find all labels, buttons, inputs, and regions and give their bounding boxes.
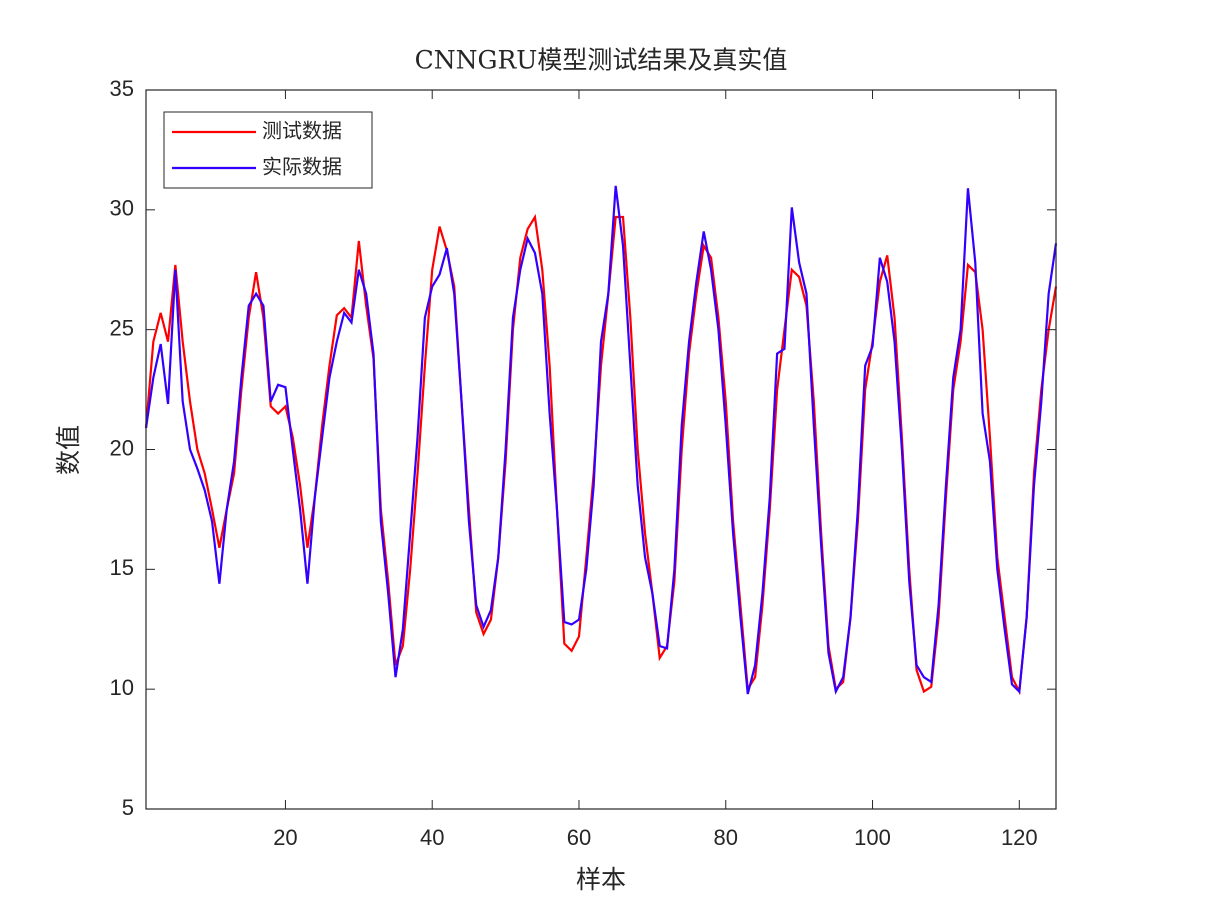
y-tick-label: 15: [110, 555, 134, 580]
x-axis-label: 样本: [576, 865, 626, 894]
x-tick-label: 100: [854, 825, 891, 850]
y-tick-label: 20: [110, 435, 134, 460]
chart-title: CNNGRU模型测试结果及真实值: [415, 46, 788, 75]
y-tick-label: 35: [110, 76, 134, 101]
y-tick-label: 5: [122, 795, 134, 820]
legend-box: [163, 111, 373, 189]
plot-area: [146, 90, 1056, 809]
data-line: [144, 185, 1058, 695]
x-tick-label: 20: [273, 825, 297, 850]
legend-label: 实际数据: [262, 155, 342, 179]
x-tick-label: 40: [420, 825, 444, 850]
y-axis-label: 数值: [54, 425, 83, 475]
x-tick-label: 80: [714, 825, 738, 850]
y-tick-label: 10: [110, 675, 134, 700]
y-tick-label: 30: [110, 196, 134, 221]
x-tick-label: 120: [1001, 825, 1038, 850]
legend-label: 测试数据: [262, 119, 342, 143]
x-tick-label: 60: [567, 825, 591, 850]
y-tick-label: 25: [110, 315, 134, 340]
